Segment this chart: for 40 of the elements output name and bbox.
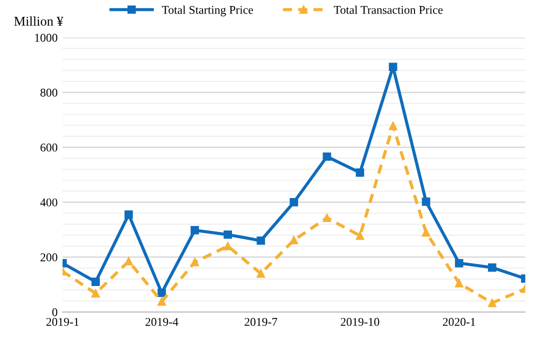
point (322, 152, 332, 161)
point (454, 258, 464, 268)
point (290, 236, 298, 244)
x-tick-label: 2020-1 (442, 318, 476, 326)
point (388, 62, 398, 72)
point (224, 242, 232, 250)
y-tick-label: 1000 (35, 34, 58, 42)
y-tick-label: 0 (52, 308, 58, 316)
point (224, 230, 232, 239)
legend-label: Total Starting Price (162, 6, 253, 16)
y-axis-title: Million ¥ (14, 16, 64, 26)
y-tick-label: 600 (40, 144, 58, 152)
point (158, 297, 166, 306)
point (124, 210, 133, 219)
y-tick-label: 800 (40, 88, 58, 97)
x-tick-label: 2019-7 (244, 318, 278, 326)
point (124, 257, 133, 266)
y-tick-label: 200 (40, 253, 58, 262)
legend-label: Total Transaction Price (334, 6, 443, 14)
x-tick-label: 2019-4 (146, 318, 178, 326)
point (388, 122, 398, 130)
point (454, 279, 464, 288)
point (422, 228, 430, 237)
y-tick-label: 400 (40, 198, 58, 206)
point (356, 232, 364, 240)
point (290, 198, 298, 206)
point (322, 214, 332, 222)
point (488, 263, 496, 272)
x-tick-label: 2019-10 (340, 318, 380, 326)
point (356, 168, 364, 177)
x-tick-label: 2019-1 (46, 318, 79, 326)
point (158, 288, 166, 297)
point (190, 258, 199, 266)
point (256, 269, 266, 278)
point (488, 298, 496, 308)
point (256, 236, 266, 245)
point (422, 197, 430, 206)
point (91, 278, 100, 286)
point (91, 289, 100, 298)
point (190, 226, 199, 234)
